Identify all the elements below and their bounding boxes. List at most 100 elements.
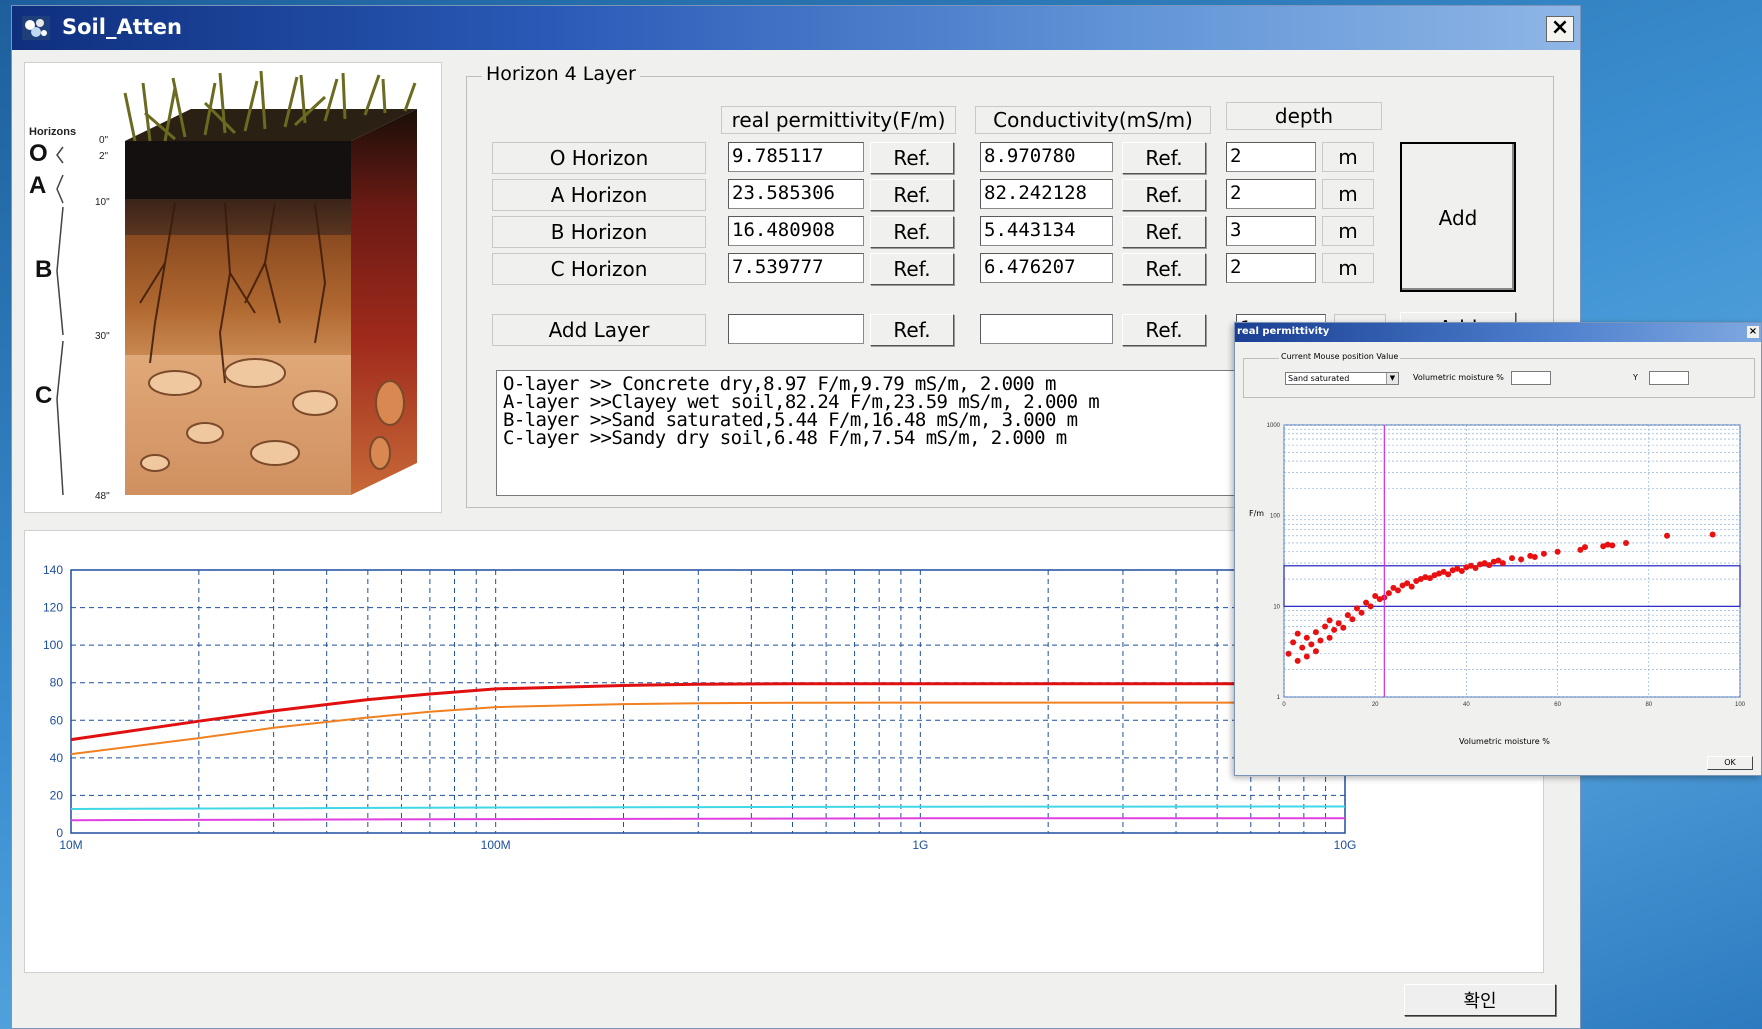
soil-type-select[interactable]: Sand saturated xyxy=(1285,372,1399,385)
scatter-point xyxy=(1344,612,1351,619)
scatter-point xyxy=(1495,557,1502,564)
permittivity-ref-button[interactable]: Ref. xyxy=(870,253,954,285)
scatter-point xyxy=(1308,641,1315,648)
horizon-letter-a: A xyxy=(29,172,46,199)
moisture-value-field[interactable] xyxy=(1511,371,1551,385)
horizon-group-box xyxy=(466,76,1554,508)
y-value-field[interactable] xyxy=(1649,371,1689,385)
confirm-button[interactable]: 확인 xyxy=(1404,984,1556,1016)
depth-input[interactable]: 3 xyxy=(1226,216,1316,246)
depth-input[interactable]: 2 xyxy=(1226,253,1316,283)
scatter-point xyxy=(1458,568,1465,575)
y-tick-label: 0 xyxy=(56,826,63,840)
scatter-point xyxy=(1472,564,1479,571)
permittivity-input[interactable]: 23.585306 xyxy=(728,179,864,209)
y-tick-label: 140 xyxy=(43,563,63,577)
scatter-point xyxy=(1431,572,1438,579)
popup-title-bar[interactable]: real permittivity × xyxy=(1235,323,1761,342)
scatter-point xyxy=(1413,578,1420,585)
scatter-point xyxy=(1358,609,1365,616)
horizon-letter-b: B xyxy=(35,256,52,283)
scatter-point xyxy=(1285,650,1292,657)
scatter-point xyxy=(1426,575,1433,582)
conductivity-ref-button[interactable]: Ref. xyxy=(1122,142,1206,174)
permittivity-scatter-chart[interactable]: 1 10 100 1000 0 20 40 60 80 100 xyxy=(1243,413,1749,733)
title-bar[interactable]: Soil_Atten × xyxy=(12,6,1580,50)
conductivity-ref-button[interactable]: Ref. xyxy=(1122,216,1206,248)
scatter-point xyxy=(1481,560,1488,567)
add-layer-conductivity-ref-button[interactable]: Ref. xyxy=(1122,314,1206,346)
scatter-point xyxy=(1331,626,1338,633)
permittivity-input[interactable]: 7.539777 xyxy=(728,253,864,283)
add-horizons-button[interactable]: Add xyxy=(1400,142,1516,292)
conductivity-ref-button[interactable]: Ref. xyxy=(1122,179,1206,211)
close-button[interactable]: × xyxy=(1546,16,1574,42)
horizon-letter-c: C xyxy=(35,382,52,409)
plot-area xyxy=(70,569,1346,834)
conductivity-input[interactable]: 8.970780 xyxy=(980,142,1113,172)
series-line-1 xyxy=(70,701,1345,756)
y-tick-label: 60 xyxy=(50,713,64,727)
mouse-position-legend: Current Mouse position Value xyxy=(1279,352,1401,361)
row-label: O Horizon xyxy=(492,142,706,174)
chevron-down-icon[interactable]: ▼ xyxy=(1386,373,1398,384)
scatter-point xyxy=(1312,648,1319,655)
conductivity-input[interactable]: 6.476207 xyxy=(980,253,1113,283)
scatter-point xyxy=(1499,560,1506,567)
depth-unit: m xyxy=(1322,253,1374,283)
scatter-x-tick-label: 40 xyxy=(1463,702,1470,708)
conductivity-input[interactable]: 82.242128 xyxy=(980,179,1113,209)
scatter-point xyxy=(1340,624,1347,631)
scatter-point xyxy=(1385,590,1392,597)
popup-ok-button[interactable]: OK xyxy=(1707,756,1753,770)
depth-unit: m xyxy=(1322,142,1374,172)
popup-close-button[interactable]: × xyxy=(1747,326,1759,338)
horizon-letter-o: O xyxy=(29,140,48,167)
scatter-point xyxy=(1518,556,1525,563)
scatter-point xyxy=(1554,548,1561,555)
y-tick-label: 80 xyxy=(50,676,64,690)
scatter-point xyxy=(1531,554,1538,561)
permittivity-ref-button[interactable]: Ref. xyxy=(870,142,954,174)
layer-summary-textbox[interactable]: O-layer >> Concrete dry,8.97 F/m,9.79 mS… xyxy=(496,370,1276,496)
scatter-point xyxy=(1326,634,1333,641)
scatter-point xyxy=(1445,571,1452,578)
scatter-point xyxy=(1376,596,1383,603)
scatter-x-tick-label: 80 xyxy=(1645,702,1652,708)
depth-header: depth xyxy=(1226,102,1382,130)
scatter-x-axis-label: Volumetric moisture % xyxy=(1459,737,1550,746)
x-tick-label: 1G xyxy=(912,838,928,852)
scatter-point xyxy=(1312,629,1319,636)
scatter-point xyxy=(1363,599,1370,606)
add-layer-conductivity-input[interactable] xyxy=(980,314,1113,344)
permittivity-input[interactable]: 16.480908 xyxy=(728,216,864,246)
series-line-0 xyxy=(70,682,1345,742)
conductivity-ref-button[interactable]: Ref. xyxy=(1122,253,1206,285)
depth-input[interactable]: 2 xyxy=(1226,142,1316,172)
scatter-point xyxy=(1490,558,1497,565)
add-layer-permittivity-ref-button[interactable]: Ref. xyxy=(870,314,954,346)
real-permittivity-popup: real permittivity × Current Mouse positi… xyxy=(1234,322,1762,776)
conductivity-input[interactable]: 5.443134 xyxy=(980,216,1113,246)
row-label: A Horizon xyxy=(492,179,706,211)
scatter-x-tick-label: 60 xyxy=(1554,702,1561,708)
row-label: B Horizon xyxy=(492,216,706,248)
add-layer-permittivity-input[interactable] xyxy=(728,314,864,344)
permittivity-ref-button[interactable]: Ref. xyxy=(870,179,954,211)
scatter-x-tick-label: 100 xyxy=(1735,702,1746,708)
permittivity-input[interactable]: 9.785117 xyxy=(728,142,864,172)
scatter-y-tick-label: 1000 xyxy=(1267,423,1281,429)
scatter-point xyxy=(1303,653,1310,660)
scatter-point xyxy=(1395,587,1401,594)
depth-mark: 2" xyxy=(99,151,109,162)
scatter-point xyxy=(1372,593,1379,600)
scatter-point xyxy=(1527,552,1534,559)
scatter-svg: 1 10 100 1000 0 20 40 60 80 100 xyxy=(1267,423,1746,708)
scatter-point xyxy=(1604,541,1611,548)
scatter-point xyxy=(1477,561,1484,568)
scatter-point xyxy=(1600,543,1607,550)
y-tick-label: 40 xyxy=(50,751,64,765)
depth-input[interactable]: 2 xyxy=(1226,179,1316,209)
permittivity-ref-button[interactable]: Ref. xyxy=(870,216,954,248)
